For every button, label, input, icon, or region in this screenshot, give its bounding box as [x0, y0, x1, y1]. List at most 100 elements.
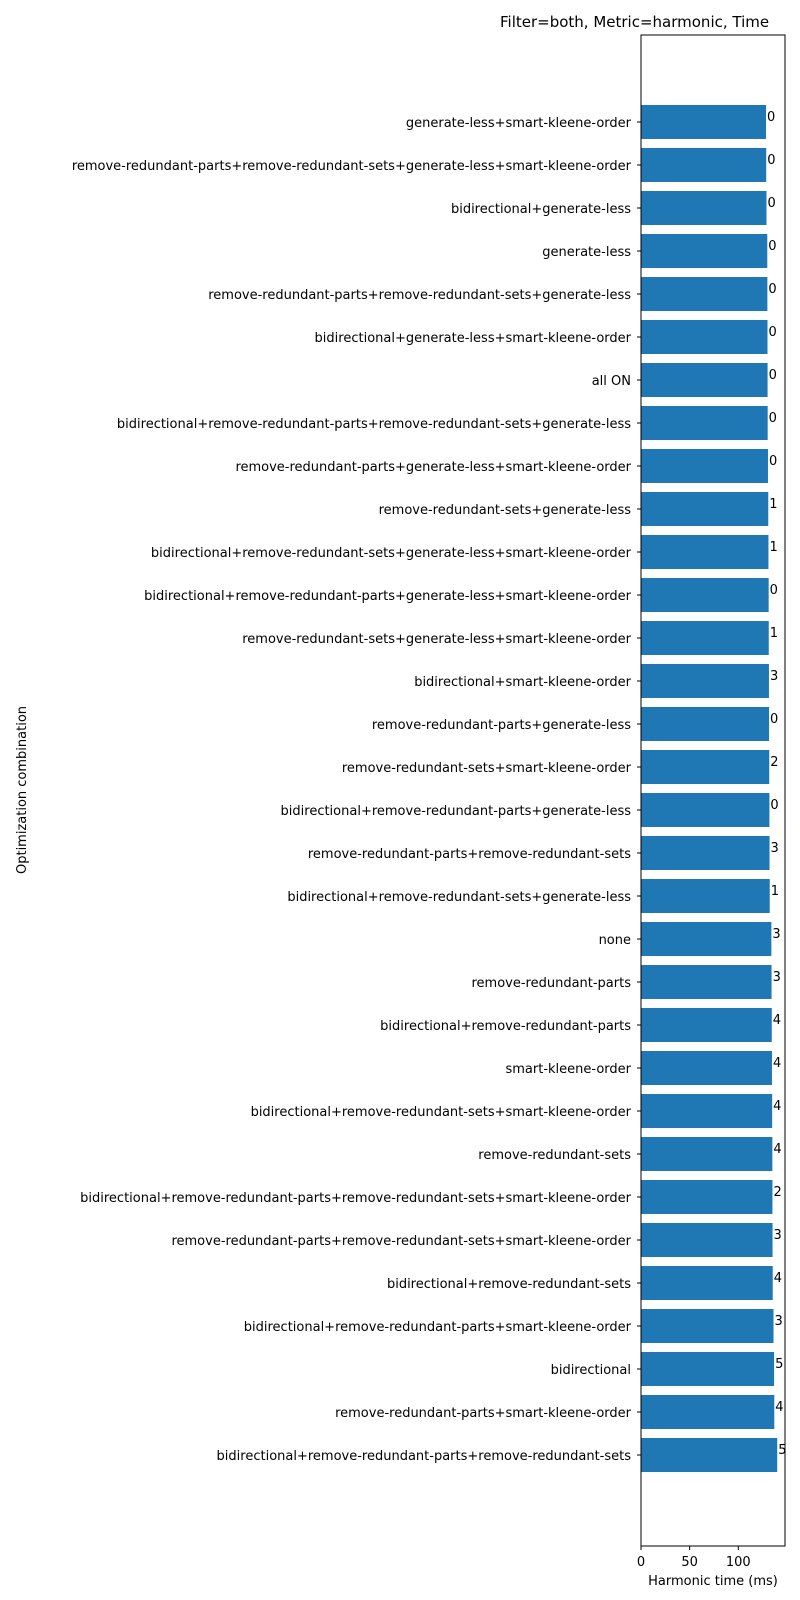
bar [641, 1266, 773, 1300]
category-label: bidirectional+remove-redundant-parts+sma… [244, 1320, 632, 1335]
value-labels: 0 0 0 0 0 0 0 0 0 1 1 0 1 3 0 2 0 3 1 3 3 4 4 4 4 2 3 4 3 5 4 5 [767, 110, 786, 1458]
chart-title: Filter=both, Metric=harmonic, Time [500, 13, 769, 31]
bar [641, 1309, 774, 1343]
bar [641, 1352, 775, 1386]
category-label: bidirectional+remove-redundant-sets+smar… [251, 1105, 632, 1120]
category-label: bidirectional+remove-redundant-parts+rem… [217, 1449, 632, 1464]
category-label: remove-redundant-sets+smart-kleene-order [342, 761, 632, 776]
value-label: 0 [767, 110, 775, 125]
bar [641, 492, 769, 526]
value-label: 0 [769, 411, 777, 426]
category-label: remove-redundant-sets+generate-less [379, 503, 632, 518]
category-label: bidirectional+remove-redundant-parts+rem… [117, 417, 631, 432]
value-label: 1 [769, 540, 777, 555]
value-label: 4 [773, 1056, 781, 1071]
bar [641, 1094, 773, 1128]
category-label: bidirectional [551, 1363, 631, 1378]
category-label: bidirectional+remove-redundant-sets [387, 1277, 631, 1292]
value-label: 4 [773, 1013, 781, 1028]
category-label: remove-redundant-parts+remove-redundant-… [208, 288, 631, 303]
x-axis-ticks: 0 50 100 [637, 1546, 751, 1570]
bar [641, 191, 767, 225]
bar [641, 277, 768, 311]
value-label: 3 [774, 1228, 782, 1243]
bar [641, 363, 768, 397]
category-label: remove-redundant-parts+generate-less [372, 718, 631, 733]
value-label: 4 [774, 1271, 782, 1286]
plot-area-frame [640, 34, 786, 1547]
category-label: remove-redundant-parts [471, 976, 631, 991]
y-axis-title: Optimization combination [15, 706, 30, 874]
value-label: 0 [768, 196, 776, 211]
value-label: 3 [771, 841, 779, 856]
category-label: bidirectional+remove-redundant-parts+gen… [281, 804, 632, 819]
value-label: 3 [775, 1314, 783, 1329]
bar [641, 1051, 772, 1085]
value-label: 1 [769, 497, 777, 512]
bar [641, 1438, 778, 1472]
value-label: 5 [778, 1443, 786, 1458]
bar [641, 1395, 775, 1429]
bar [641, 707, 770, 741]
value-label: 2 [770, 755, 778, 770]
bar [641, 836, 770, 870]
category-label: remove-redundant-parts+remove-redundant-… [72, 159, 632, 174]
category-label: remove-redundant-parts+remove-redundant-… [308, 847, 631, 862]
bar [641, 449, 768, 483]
category-label: remove-redundant-sets [478, 1148, 631, 1163]
value-label: 4 [775, 1400, 783, 1415]
category-label: bidirectional+smart-kleene-order [414, 675, 631, 690]
bar [641, 148, 767, 182]
category-label: bidirectional+remove-redundant-parts+rem… [80, 1191, 632, 1206]
bars-group [641, 105, 778, 1472]
value-label: 3 [772, 927, 780, 942]
bar [641, 879, 770, 913]
category-label: remove-redundant-parts+remove-redundant-… [171, 1234, 631, 1249]
value-label: 0 [769, 368, 777, 383]
bar [641, 105, 767, 139]
value-label: 0 [768, 282, 776, 297]
x-axis-title: Harmonic time (ms) [648, 1574, 778, 1589]
category-label: bidirectional+generate-less+smart-kleene… [315, 331, 632, 346]
value-label: 3 [773, 970, 781, 985]
bar [641, 750, 770, 784]
bar [641, 406, 768, 440]
x-tick-label: 50 [681, 1555, 698, 1570]
category-label: bidirectional+remove-redundant-parts [380, 1019, 631, 1034]
bar [641, 965, 772, 999]
value-label: 0 [770, 583, 778, 598]
category-label: remove-redundant-sets+generate-less+smar… [242, 632, 631, 647]
bar [641, 1180, 773, 1214]
category-label: remove-redundant-parts+generate-less+sma… [235, 460, 631, 475]
value-label: 5 [775, 1357, 783, 1372]
bar [641, 1008, 772, 1042]
bar [641, 234, 768, 268]
bar [641, 320, 768, 354]
bar [641, 535, 769, 569]
category-label: smart-kleene-order [505, 1062, 631, 1077]
value-label: 4 [773, 1099, 781, 1114]
category-labels: generate-less+smart-kleene-order remove-r… [72, 116, 641, 1464]
category-label: bidirectional+remove-redundant-sets+gene… [287, 890, 631, 905]
bar [641, 621, 769, 655]
value-label: 0 [767, 153, 775, 168]
bar [641, 578, 769, 612]
value-label: 0 [770, 798, 778, 813]
category-label: bidirectional+remove-redundant-sets+gene… [151, 546, 632, 561]
bar [641, 664, 769, 698]
value-label: 0 [768, 239, 776, 254]
value-label: 3 [770, 669, 778, 684]
category-label: bidirectional+generate-less [451, 202, 631, 217]
value-label: 0 [769, 454, 777, 469]
category-label: none [599, 933, 631, 948]
x-tick-label: 100 [726, 1555, 751, 1570]
bar [641, 922, 772, 956]
category-label: bidirectional+remove-redundant-parts+gen… [144, 589, 632, 604]
value-label: 4 [773, 1142, 781, 1157]
x-tick-label: 0 [637, 1555, 645, 1570]
bar [641, 793, 770, 827]
value-label: 0 [770, 712, 778, 727]
bar [641, 1223, 773, 1257]
value-label: 1 [771, 884, 779, 899]
